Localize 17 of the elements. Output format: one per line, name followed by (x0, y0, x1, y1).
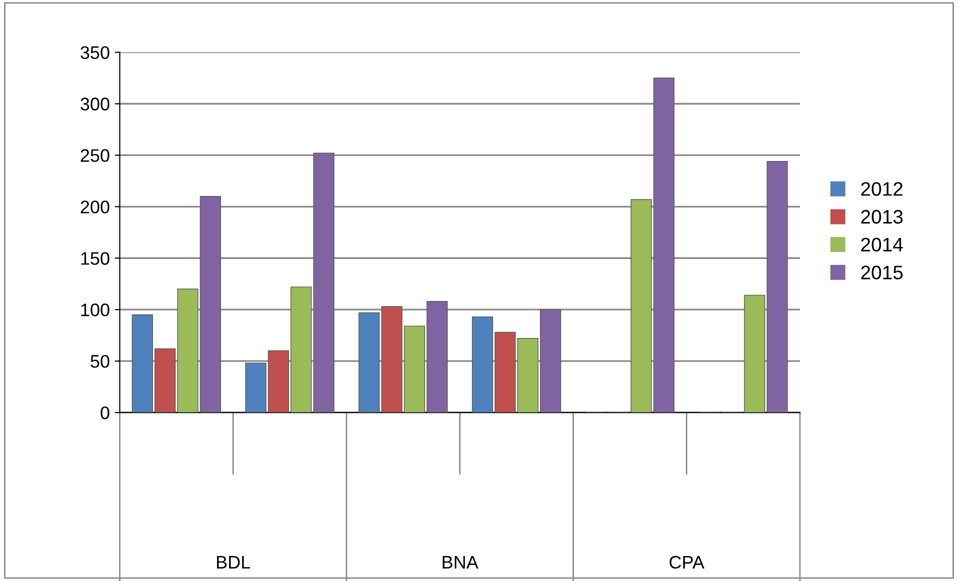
text: BNA (442, 556, 478, 568)
y-tick-label: 200 (80, 200, 110, 214)
legend-label: 2013 (861, 210, 903, 224)
y-tick-label: 100 (81, 304, 110, 316)
bar (313, 152, 334, 413)
y-tick-label: 150 (81, 252, 110, 265)
y-tick-label: 0 (100, 406, 110, 420)
text: BDL (217, 556, 250, 568)
legend-label: 2012 (861, 182, 902, 196)
legend-label: 2014 (861, 238, 903, 252)
y-tick-label: 300 (80, 98, 110, 110)
y-tick-label: 250 (80, 149, 110, 162)
text: CPA (670, 556, 704, 569)
bar (358, 312, 380, 413)
y-tick-label: 350 (80, 46, 110, 60)
legend-label: 2015 (861, 266, 903, 280)
y-tick-label: 50 (90, 354, 110, 368)
